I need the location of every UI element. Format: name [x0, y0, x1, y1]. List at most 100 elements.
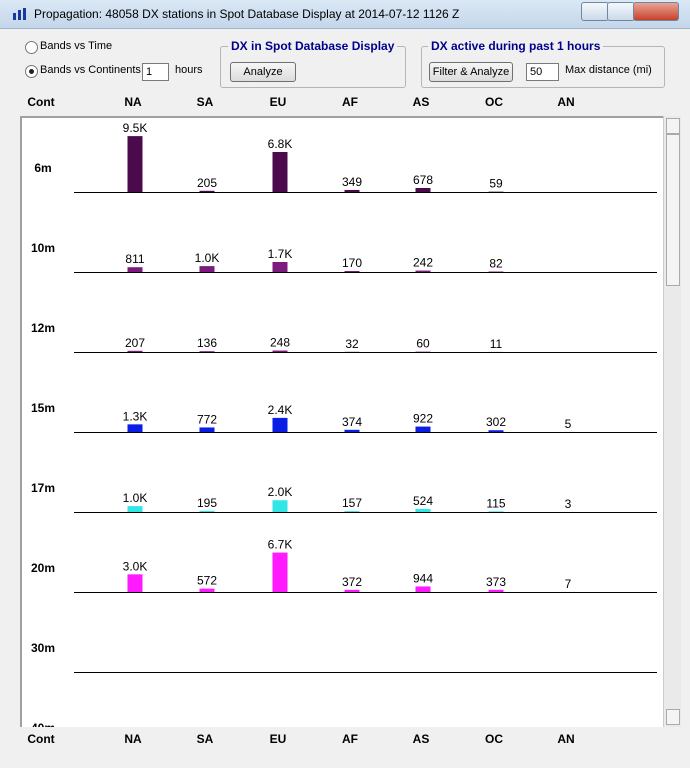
value-label: 7 — [565, 577, 572, 591]
value-label: 242 — [413, 256, 433, 270]
scrollbar[interactable] — [663, 116, 681, 727]
bar — [415, 508, 431, 512]
band-label: 6m — [34, 161, 51, 175]
bar — [272, 417, 288, 432]
bar — [344, 511, 360, 512]
minimize-button[interactable] — [581, 2, 609, 21]
value-label: 205 — [197, 176, 217, 190]
close-button[interactable] — [633, 2, 679, 21]
bar — [344, 429, 360, 432]
value-label: 302 — [486, 415, 506, 429]
column-header: AN — [557, 732, 575, 746]
value-label: 2.4K — [268, 403, 293, 417]
bar — [127, 506, 143, 512]
column-header: NA — [124, 95, 142, 109]
bar — [199, 588, 215, 592]
column-header: EU — [269, 732, 287, 746]
value-label: 115 — [486, 496, 505, 510]
radio-dot — [29, 69, 34, 74]
value-label: 572 — [197, 574, 217, 588]
value-label: 1.0K — [195, 251, 220, 265]
bar — [415, 426, 431, 432]
bar — [127, 424, 143, 432]
bar — [127, 267, 143, 272]
value-label: 374 — [342, 415, 362, 429]
value-label: 922 — [413, 412, 433, 426]
band-label: 10m — [31, 241, 55, 255]
value-label: 1.3K — [123, 409, 148, 423]
value-label: 2.0K — [268, 485, 293, 499]
column-header: AF — [342, 732, 358, 746]
value-label: 60 — [416, 337, 430, 351]
bar — [344, 271, 360, 272]
group-title: DX in Spot Database Display — [228, 39, 398, 53]
value-label: 59 — [489, 177, 503, 191]
column-header: AS — [412, 95, 430, 109]
column-header: EU — [269, 95, 287, 109]
value-label: 6.8K — [268, 137, 293, 151]
window-title: Propagation: 48058 DX stations in Spot D… — [34, 7, 460, 21]
bar — [344, 589, 360, 592]
bar — [127, 136, 143, 192]
value-label: 157 — [342, 496, 362, 510]
column-header: Cont — [27, 95, 55, 109]
radio-time[interactable] — [25, 41, 38, 54]
band-grid: 6m 9.5K 205 6.8K 349 678 59 10m 811 1.0K 1.7K 170 24… — [31, 121, 657, 727]
value-label: 3.0K — [123, 559, 148, 573]
scroll-thumb[interactable] — [666, 134, 680, 286]
band-label: 40m — [31, 721, 55, 727]
bar — [488, 511, 504, 512]
band-label: 12m — [31, 321, 55, 335]
bar — [415, 188, 431, 192]
scroll-down[interactable] — [666, 709, 680, 725]
value-label: 9.5K — [123, 121, 148, 135]
bar — [199, 351, 215, 352]
hours-input[interactable]: 1 — [142, 63, 169, 81]
value-label: 170 — [342, 256, 362, 270]
bar — [272, 500, 288, 512]
value-label: 6.7K — [268, 538, 293, 552]
bar — [199, 190, 215, 192]
group-title: DX active during past 1 hours — [428, 39, 604, 53]
filter-analyze-button[interactable]: Filter & Analyze — [429, 62, 513, 82]
bar — [199, 427, 215, 432]
plot-area: 6m 9.5K 205 6.8K 349 678 59 10m 811 1.0K 1.7K 170 24… — [20, 116, 663, 727]
bar — [127, 574, 143, 592]
value-label: 524 — [413, 494, 433, 508]
band-label: 15m — [31, 401, 55, 415]
column-header: SA — [196, 95, 214, 109]
band-label: 30m — [31, 641, 55, 655]
hours-label: hours — [175, 64, 203, 76]
column-header: SA — [196, 732, 214, 746]
bar — [272, 152, 288, 192]
value-label: 248 — [270, 336, 290, 350]
analyze-button[interactable]: Analyze — [230, 62, 296, 82]
value-label: 944 — [413, 571, 433, 585]
scroll-up[interactable] — [666, 118, 680, 134]
bar — [199, 510, 215, 512]
value-label: 678 — [413, 173, 433, 187]
radio-continents-label: Bands vs Continents — [40, 64, 141, 76]
value-label: 82 — [489, 257, 503, 271]
value-label: 772 — [197, 412, 217, 426]
value-label: 136 — [197, 336, 217, 350]
value-label: 349 — [342, 175, 362, 189]
value-label: 1.0K — [123, 491, 148, 505]
radio-continents[interactable] — [25, 65, 38, 78]
bar — [272, 350, 288, 352]
app-icon — [13, 8, 26, 20]
column-header: NA — [124, 732, 142, 746]
column-header: OC — [485, 732, 503, 746]
distance-label: Max distance (mi) — [565, 64, 652, 76]
bar — [415, 270, 431, 272]
value-label: 195 — [197, 496, 217, 510]
column-header: Cont — [27, 732, 55, 746]
value-label: 811 — [125, 252, 144, 266]
distance-input[interactable]: 50 — [526, 63, 559, 81]
maximize-button[interactable] — [607, 2, 635, 21]
value-label: 373 — [486, 575, 506, 589]
column-header: AS — [412, 732, 430, 746]
band-label: 20m — [31, 561, 55, 575]
value-label: 11 — [490, 337, 503, 351]
